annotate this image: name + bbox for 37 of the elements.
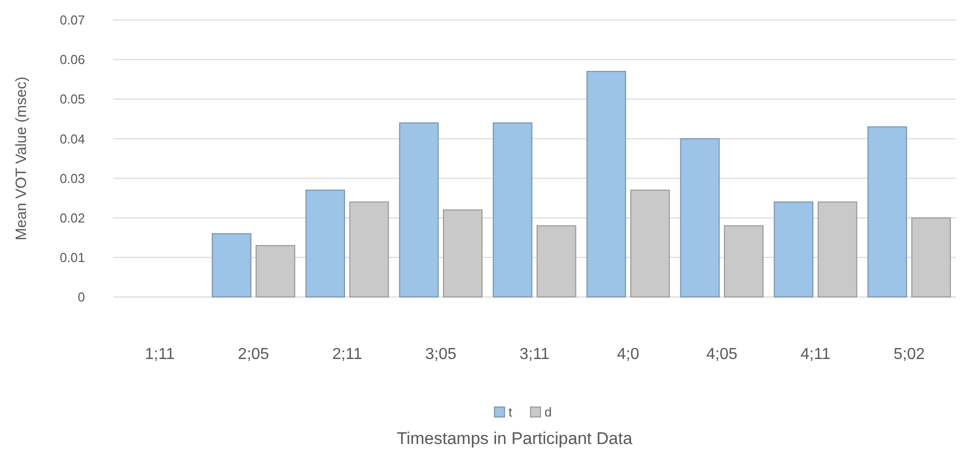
y-tick-label: 0.07 [60,12,85,28]
y-tick-label: 0 [78,290,85,305]
y-tick-label: 0.02 [60,210,85,226]
bar [630,190,670,298]
bar [212,233,252,298]
y-axis-title: Mean VOT Value (msec) [13,76,30,240]
x-tick-label: 4;11 [800,346,831,363]
bar [680,138,720,298]
x-tick-label: 4;0 [617,346,640,363]
y-tick-label: 0.04 [60,131,85,146]
x-tick-label: 4;05 [706,346,738,363]
bar [586,70,626,298]
x-axis-title: Timestamps in Participant Data [396,429,633,448]
legend-label: d [544,404,552,420]
bar [724,225,764,298]
bar [911,217,951,298]
bar [399,122,439,298]
bar [305,190,346,298]
x-tick-label: 1;11 [144,346,175,363]
y-tick-label: 0.03 [60,170,85,186]
bar [774,202,814,298]
x-tick-label: 3;11 [520,346,550,363]
y-tick-label: 0.01 [60,250,85,265]
bar [867,126,908,298]
y-tick-label: 0.05 [60,92,85,107]
bar [442,209,483,298]
x-tick-label: 5;02 [894,346,925,363]
bar [256,245,296,298]
bar [536,225,576,298]
x-tick-label: 2;05 [238,346,270,363]
x-tick-label: 2;11 [332,346,362,363]
legend-label: t [508,404,512,420]
x-tick-label: 3;05 [425,346,457,363]
bar [349,202,389,298]
bar [492,122,532,298]
y-tick-label: 0.06 [60,52,85,68]
bar [818,202,858,298]
